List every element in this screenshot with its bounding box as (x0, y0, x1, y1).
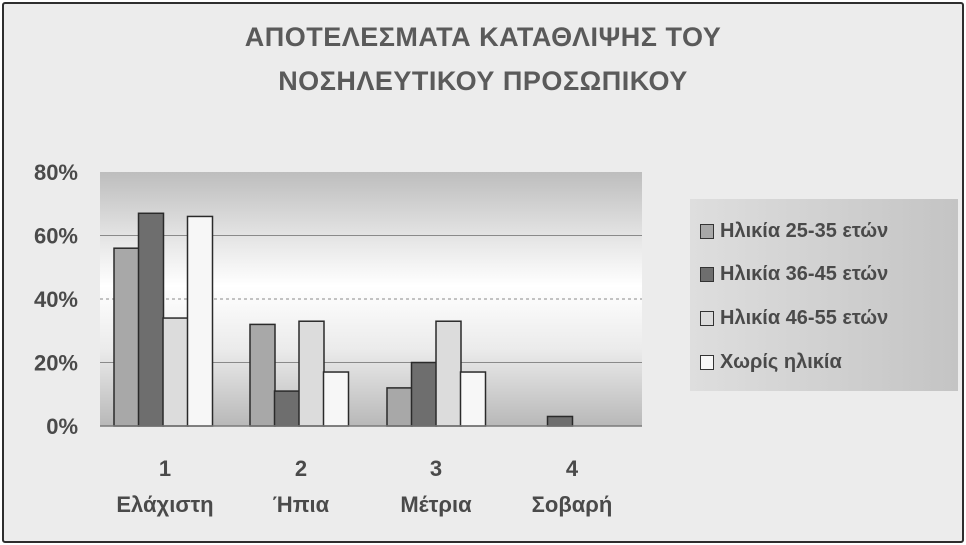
x-tick-number: 4 (566, 456, 579, 481)
chart-title-line-1: ΑΠΟΤΕΛΕΣΜΑΤΑ ΚΑΤΑΘΛΙΨΗΣ ΤΟΥ (244, 22, 722, 52)
legend-label: Ηλικία 36-45 ετών (720, 262, 889, 285)
y-tick-label: 60% (34, 224, 78, 249)
bars (113, 212, 574, 427)
legend-label: Ηλικία 25-35 ετών (720, 219, 889, 242)
legend-swatch (700, 354, 714, 370)
bar (113, 247, 140, 427)
x-tick-label: Ήπια (273, 492, 330, 517)
bar (386, 387, 413, 427)
legend-item-36-45: Ηλικία 36-45 ετών (700, 261, 888, 287)
bar (546, 415, 574, 427)
x-tick-number: 3 (430, 456, 442, 481)
bar (322, 371, 350, 427)
x-tick-number: 2 (295, 456, 307, 481)
y-tick-label: 20% (34, 351, 78, 376)
legend-item-no-age: Χωρίς ηλικία (700, 349, 842, 375)
bar (162, 317, 189, 427)
bar (273, 390, 301, 427)
legend-item-46-55: Ηλικία 46-55 ετών (700, 305, 888, 331)
legend-swatch (700, 223, 714, 239)
x-tick-label: Ελάχιστη (116, 492, 213, 517)
legend-item-25-35: Ηλικία 25-35 ετών (700, 218, 888, 244)
bar (249, 323, 276, 427)
legend-swatch (700, 310, 714, 326)
x-tick-labels: 1 Ελάχιστη 2 Ήπια 3 Μέτρια 4 Σοβαρή (116, 456, 612, 517)
legend-label: Χωρίς ηλικία (720, 350, 842, 373)
legend-swatch (700, 266, 714, 282)
x-tick-label: Σοβαρή (532, 492, 613, 517)
bar (435, 320, 462, 427)
bar (186, 215, 214, 427)
y-tick-label: 0% (46, 414, 78, 439)
y-tick-label: 80% (34, 160, 78, 185)
legend: Ηλικία 25-35 ετών Ηλικία 36-45 ετών Ηλικ… (690, 199, 958, 391)
chart-title-line-2: ΝΟΣΗΛΕΥΤΙΚΟΥ ΠΡΟΣΩΠΙΚΟΥ (278, 66, 688, 96)
y-tick-label: 40% (34, 287, 78, 312)
bar (410, 361, 438, 427)
bar (459, 371, 487, 427)
bar-chart: 0% 20% 40% 60% 80% 1 Ελάχιστη 2 Ήπια 3 Μέτρια 4 Σοβ… (34, 160, 642, 517)
x-tick-label: Μέτρια (400, 492, 472, 517)
legend-label: Ηλικία 46-55 ετών (720, 306, 889, 329)
x-tick-number: 1 (159, 456, 171, 481)
bar (137, 212, 165, 427)
bar (298, 320, 325, 427)
y-tick-labels: 0% 20% 40% 60% 80% (34, 160, 78, 439)
